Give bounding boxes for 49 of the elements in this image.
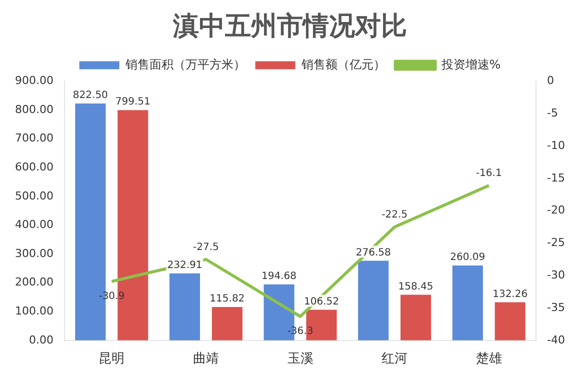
y2-tick-label: -25 (547, 236, 565, 250)
bar (169, 273, 200, 340)
x-tick-label: 昆明 (98, 352, 125, 367)
bar (212, 307, 242, 340)
data-label: 799.51 (115, 96, 150, 108)
y-tick-label: 300.00 (14, 246, 54, 260)
data-label: 260.09 (450, 252, 486, 264)
data-label: -27.5 (193, 242, 219, 253)
y-tick-label: 100.00 (14, 304, 54, 318)
data-label: -16.1 (476, 168, 502, 180)
data-label: 194.68 (262, 270, 297, 282)
bar (400, 294, 432, 340)
y2-tick-label: -40 (547, 333, 565, 346)
x-tick-label: 玉溪 (287, 352, 314, 367)
data-label: 132.26 (492, 288, 528, 300)
legend-label: 投资增速% (440, 57, 501, 72)
y2-tick-label: -10 (547, 138, 565, 152)
data-label: 276.58 (356, 247, 391, 258)
data-label: 106.52 (304, 296, 339, 308)
bar (494, 302, 526, 340)
x-tick-label: 楚雄 (476, 352, 502, 367)
y2-tick-label: -20 (547, 204, 565, 217)
y2-tick-label: 0 (547, 74, 554, 88)
y-tick-label: 700.00 (14, 132, 54, 145)
bar (452, 265, 483, 340)
bar (358, 260, 389, 340)
x-tick-label: 红河 (382, 352, 408, 367)
y-tick-label: 500.00 (14, 189, 54, 202)
legend-label: 销售面积（万平方米） (124, 57, 246, 72)
y-tick-label: 600.00 (14, 160, 54, 174)
y-tick-label: 900.00 (14, 74, 54, 88)
y-tick-label: 400.00 (14, 218, 54, 232)
y2-tick-label: -5 (547, 106, 558, 120)
legend-label: 销售额（亿元） (300, 57, 386, 72)
data-label: 115.82 (210, 294, 245, 305)
data-label: 232.91 (167, 260, 202, 271)
data-label: -30.9 (98, 291, 125, 302)
chart-title: 滇中五州市情况对比 (172, 11, 407, 42)
y-tick-label: 0.00 (28, 333, 54, 346)
y2-tick-label: -35 (547, 300, 565, 314)
data-label: -22.5 (382, 210, 408, 221)
y2-tick-label: -30 (547, 268, 565, 282)
y2-tick-label: -15 (547, 171, 565, 184)
data-label: 158.45 (398, 281, 434, 292)
data-label: 822.50 (72, 90, 108, 102)
x-tick-label: 曲靖 (192, 352, 219, 367)
y-tick-label: 800.00 (14, 102, 54, 116)
data-label: -36.3 (287, 326, 314, 338)
y-tick-label: 200.00 (14, 276, 54, 289)
